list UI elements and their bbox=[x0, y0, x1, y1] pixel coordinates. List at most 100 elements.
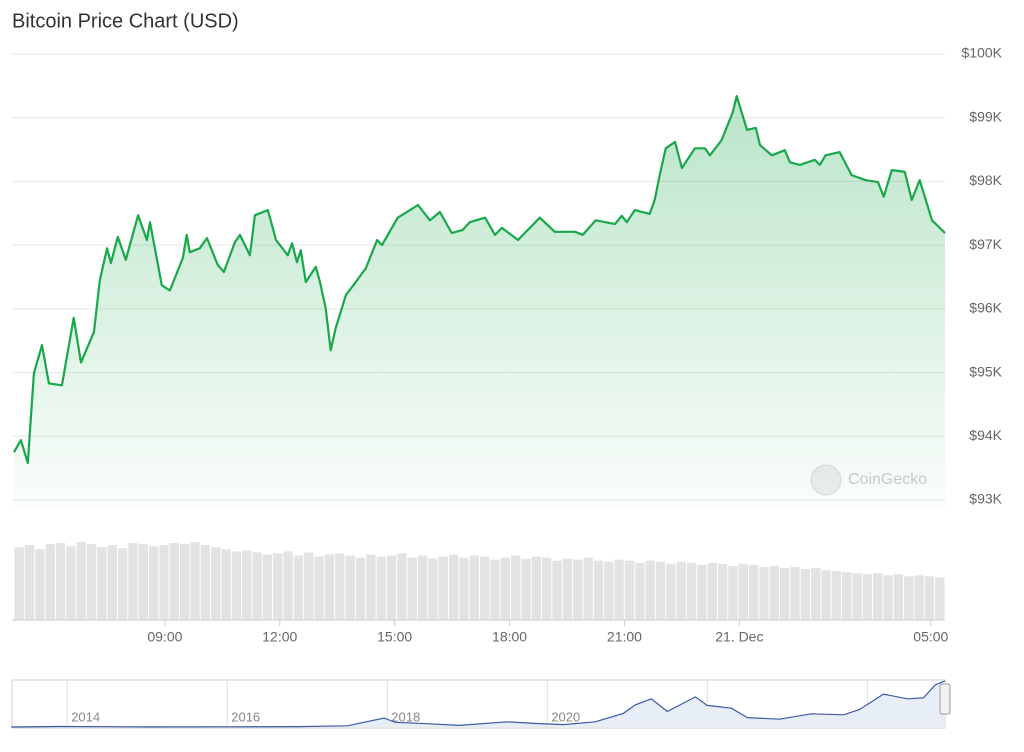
y-tick-label: $99K bbox=[969, 108, 1002, 124]
volume-bar bbox=[717, 563, 728, 620]
volume-bar bbox=[407, 557, 417, 620]
volume-bar bbox=[531, 556, 542, 620]
volume-bar bbox=[521, 558, 531, 620]
volume-bar bbox=[883, 575, 893, 620]
navigator-area bbox=[11, 680, 945, 727]
volume-bar bbox=[604, 561, 614, 620]
volume-bar bbox=[438, 556, 448, 620]
volume-bar bbox=[583, 557, 593, 620]
volume-bar bbox=[35, 549, 45, 620]
volume-bar bbox=[924, 576, 935, 620]
volume-bar bbox=[490, 559, 500, 620]
volume-bar bbox=[759, 566, 769, 620]
volume-bar bbox=[769, 565, 779, 620]
volume-bar bbox=[790, 566, 800, 620]
y-tick-label: $94K bbox=[969, 427, 1002, 443]
volume-bar bbox=[138, 544, 148, 620]
volume-bar bbox=[273, 553, 283, 620]
volume-bar bbox=[345, 555, 355, 620]
volume-bar bbox=[779, 568, 790, 620]
volume-bar bbox=[293, 555, 304, 620]
volume-bar bbox=[914, 575, 924, 620]
volume-bar bbox=[459, 557, 469, 620]
volume-bar bbox=[748, 564, 759, 620]
navigator-tick-label: 2016 bbox=[231, 709, 260, 724]
volume-bar bbox=[190, 542, 200, 620]
volume-bar bbox=[397, 553, 407, 620]
volume-bar bbox=[55, 543, 66, 620]
volume-bar bbox=[873, 573, 883, 620]
volume-bar bbox=[562, 558, 573, 620]
volume-bar bbox=[148, 546, 159, 620]
volume-bar bbox=[335, 553, 345, 620]
volume-bar bbox=[252, 552, 262, 620]
volume-bar bbox=[552, 560, 562, 620]
volume-bar bbox=[200, 545, 211, 620]
y-tick-label: $95K bbox=[969, 363, 1002, 379]
volume-bar bbox=[66, 546, 76, 620]
volume-bar bbox=[169, 543, 180, 620]
volume-bar bbox=[624, 560, 635, 620]
volume-bar bbox=[128, 543, 138, 620]
x-tick-label: 18:00 bbox=[492, 629, 527, 645]
volume-bar bbox=[480, 556, 490, 620]
volume-bar bbox=[117, 548, 128, 620]
x-tick-label: 09:00 bbox=[147, 629, 182, 645]
navigator-tick-label: 2018 bbox=[391, 709, 420, 724]
volume-bar bbox=[107, 545, 117, 620]
volume-bar bbox=[500, 557, 511, 620]
volume-bar bbox=[242, 550, 252, 620]
volume-bar bbox=[211, 547, 221, 620]
volume-bar bbox=[842, 572, 852, 620]
volume-bar bbox=[14, 547, 24, 620]
volume-bar bbox=[45, 544, 55, 620]
volume-bar bbox=[935, 577, 945, 620]
navigator-tick-label: 2020 bbox=[551, 709, 580, 724]
volume-bar bbox=[283, 551, 293, 620]
volume-bar bbox=[314, 556, 324, 620]
volume-bar bbox=[831, 571, 842, 620]
navigator-tick-label: 2014 bbox=[71, 709, 100, 724]
volume-bar bbox=[707, 562, 717, 620]
volume-bar bbox=[24, 545, 35, 620]
volume-bar bbox=[811, 568, 821, 620]
navigator-line bbox=[11, 680, 946, 728]
volume-bar bbox=[655, 561, 666, 620]
volume-bar bbox=[86, 544, 97, 620]
volume-bar bbox=[355, 557, 366, 620]
x-tick-label: 21:00 bbox=[607, 629, 642, 645]
price-line bbox=[13, 95, 946, 465]
volume-bar bbox=[448, 554, 459, 620]
volume-bar bbox=[666, 563, 676, 620]
volume-bar bbox=[614, 559, 624, 620]
volume-bar bbox=[728, 565, 738, 620]
volume-bar bbox=[800, 569, 811, 620]
volume-bar bbox=[697, 564, 707, 620]
x-tick-label: 21. Dec bbox=[715, 629, 763, 645]
y-tick-label: $93K bbox=[969, 491, 1002, 507]
volume-bar bbox=[511, 555, 521, 620]
volume-bar bbox=[76, 542, 86, 620]
volume-bar bbox=[159, 545, 169, 620]
volume-bar bbox=[573, 559, 583, 620]
chart-title: Bitcoin Price Chart (USD) bbox=[12, 10, 239, 32]
volume-bar bbox=[852, 573, 862, 620]
volume-bar bbox=[386, 555, 397, 620]
volume-bar bbox=[376, 556, 386, 620]
y-tick-label: $96K bbox=[969, 300, 1002, 316]
volume-bar bbox=[417, 555, 428, 620]
area bbox=[14, 96, 945, 510]
x-tick-label: 12:00 bbox=[262, 629, 297, 645]
navigator-handle[interactable] bbox=[939, 683, 951, 715]
volume-bar bbox=[593, 560, 604, 620]
volume-bar bbox=[686, 562, 697, 620]
volume-bar bbox=[893, 574, 904, 620]
volume-bar bbox=[231, 551, 242, 620]
volume-bar bbox=[645, 560, 655, 620]
volume-bar bbox=[221, 549, 231, 620]
volume-bar bbox=[862, 574, 873, 620]
volume-bar bbox=[676, 561, 686, 620]
y-tick-label: $100K bbox=[962, 45, 1003, 61]
x-tick-label: 15:00 bbox=[377, 629, 412, 645]
